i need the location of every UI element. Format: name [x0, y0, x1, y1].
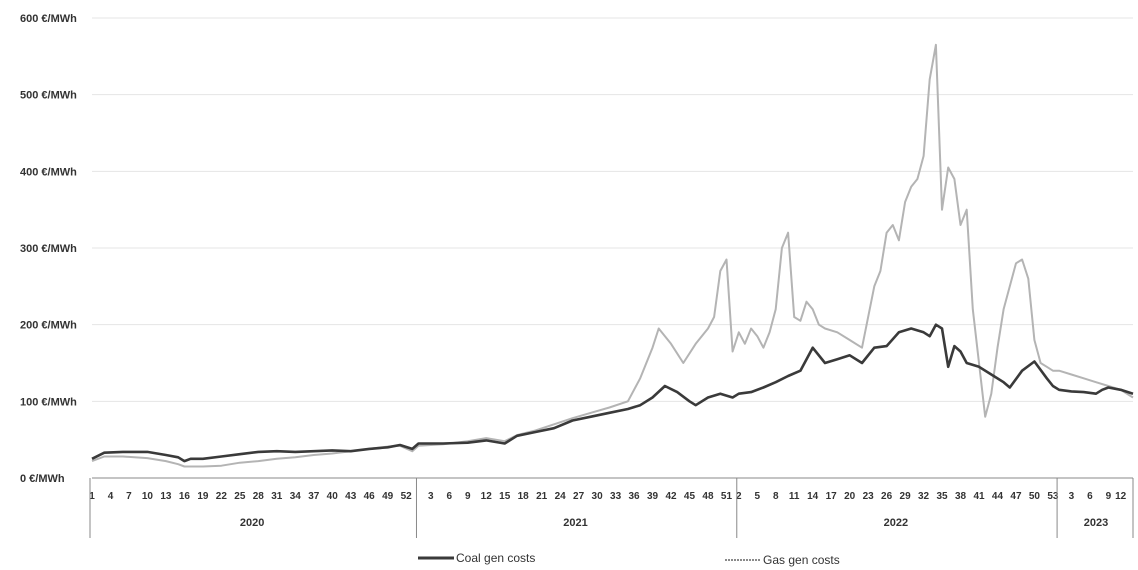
x-tick-label: 7	[126, 491, 132, 502]
x-tick-label: 34	[290, 491, 302, 502]
x-axis: 1 4 7 10 13 16 19 22 25 28 31 34 37 40 43 46 49 52 3 6 9 12 15…	[89, 477, 1134, 538]
year-label: 2020	[240, 517, 264, 529]
x-tick-label: 27	[573, 491, 585, 502]
x-tick-label: 8	[773, 491, 779, 502]
x-tick-label: 40	[327, 491, 339, 502]
y-tick-label: 200 €/MWh	[20, 320, 77, 332]
y-tick-label: 600 €/MWh	[20, 13, 77, 25]
x-tick-label: 24	[555, 491, 567, 502]
x-tick-label: 48	[702, 491, 714, 502]
x-tick-label: 43	[345, 491, 357, 502]
legend-label-gas: Gas gen costs	[763, 553, 840, 567]
x-tick-label: 3	[1069, 491, 1075, 502]
x-tick-label: 14	[807, 491, 819, 502]
x-tick-label: 44	[992, 491, 1004, 502]
x-tick-label: 25	[234, 491, 246, 502]
series-line-gas	[91, 43, 1134, 468]
x-tick-label: 42	[665, 491, 677, 502]
series-lines	[91, 43, 1134, 468]
x-tick-label: 53	[1047, 491, 1059, 502]
x-tick-label: 4	[108, 491, 114, 502]
x-tick-label: 38	[955, 491, 967, 502]
x-tick-label: 9	[1106, 491, 1112, 502]
y-tick-label: 0 €/MWh	[20, 473, 65, 485]
y-tick-label: 300 €/MWh	[20, 243, 77, 255]
y-tick-label: 400 €/MWh	[20, 166, 77, 178]
x-tick-label: 18	[518, 491, 530, 502]
x-tick-label: 1	[89, 491, 95, 502]
x-tick-label: 52	[401, 491, 413, 502]
x-tick-label: 45	[684, 491, 696, 502]
x-tick-label: 15	[499, 491, 511, 502]
x-tick-label: 23	[863, 491, 875, 502]
x-tick-label: 32	[918, 491, 930, 502]
x-tick-label: 50	[1029, 491, 1041, 502]
x-tick-label: 12	[1115, 491, 1127, 502]
x-tick-label: 22	[216, 491, 228, 502]
x-tick-label: 29	[900, 491, 912, 502]
y-tick-label: 500 €/MWh	[20, 90, 77, 102]
x-tick-label: 20	[844, 491, 856, 502]
x-tick-label: 17	[826, 491, 838, 502]
x-tick-label: 16	[179, 491, 191, 502]
x-tick-label: 13	[160, 491, 172, 502]
legend-label-coal: Coal gen costs	[456, 551, 535, 565]
x-tick-label: 21	[536, 491, 548, 502]
x-tick-label: 28	[253, 491, 265, 502]
x-tick-label: 12	[481, 491, 493, 502]
year-label: 2023	[1084, 517, 1108, 529]
x-tick-label: 31	[271, 491, 283, 502]
x-tick-label: 46	[364, 491, 376, 502]
legend: Coal gen costs Gas gen costs	[418, 551, 840, 567]
x-tick-label: 36	[628, 491, 640, 502]
x-tick-label: 6	[1087, 491, 1093, 502]
x-tick-label: 5	[754, 491, 760, 502]
grid	[92, 17, 1133, 402]
x-tick-label: 30	[592, 491, 604, 502]
x-tick-label: 10	[142, 491, 154, 502]
x-tick-label: 39	[647, 491, 659, 502]
x-tick-label: 19	[197, 491, 209, 502]
x-tick-label: 11	[789, 491, 800, 502]
y-tick-label: 100 €/MWh	[20, 396, 77, 408]
x-tick-label: 47	[1010, 491, 1022, 502]
y-axis: 0 €/MWh 100 €/MWh 200 €/MWh 300 €/MWh 400 €/…	[20, 13, 77, 485]
x-tick-label: 35	[936, 491, 948, 502]
x-tick-label: 9	[465, 491, 471, 502]
x-tick-label: 33	[610, 491, 622, 502]
series-line-coal	[91, 323, 1134, 463]
x-tick-label: 2	[736, 491, 742, 502]
x-tick-label: 3	[428, 491, 434, 502]
x-tick-label: 49	[382, 491, 394, 502]
year-label: 2021	[563, 517, 587, 529]
x-tick-label: 41	[973, 491, 985, 502]
x-tick-label: 26	[881, 491, 893, 502]
x-tick-label: 51	[721, 491, 733, 502]
x-tick-label: 6	[446, 491, 452, 502]
year-label: 2022	[884, 517, 908, 529]
x-tick-label: 37	[308, 491, 320, 502]
